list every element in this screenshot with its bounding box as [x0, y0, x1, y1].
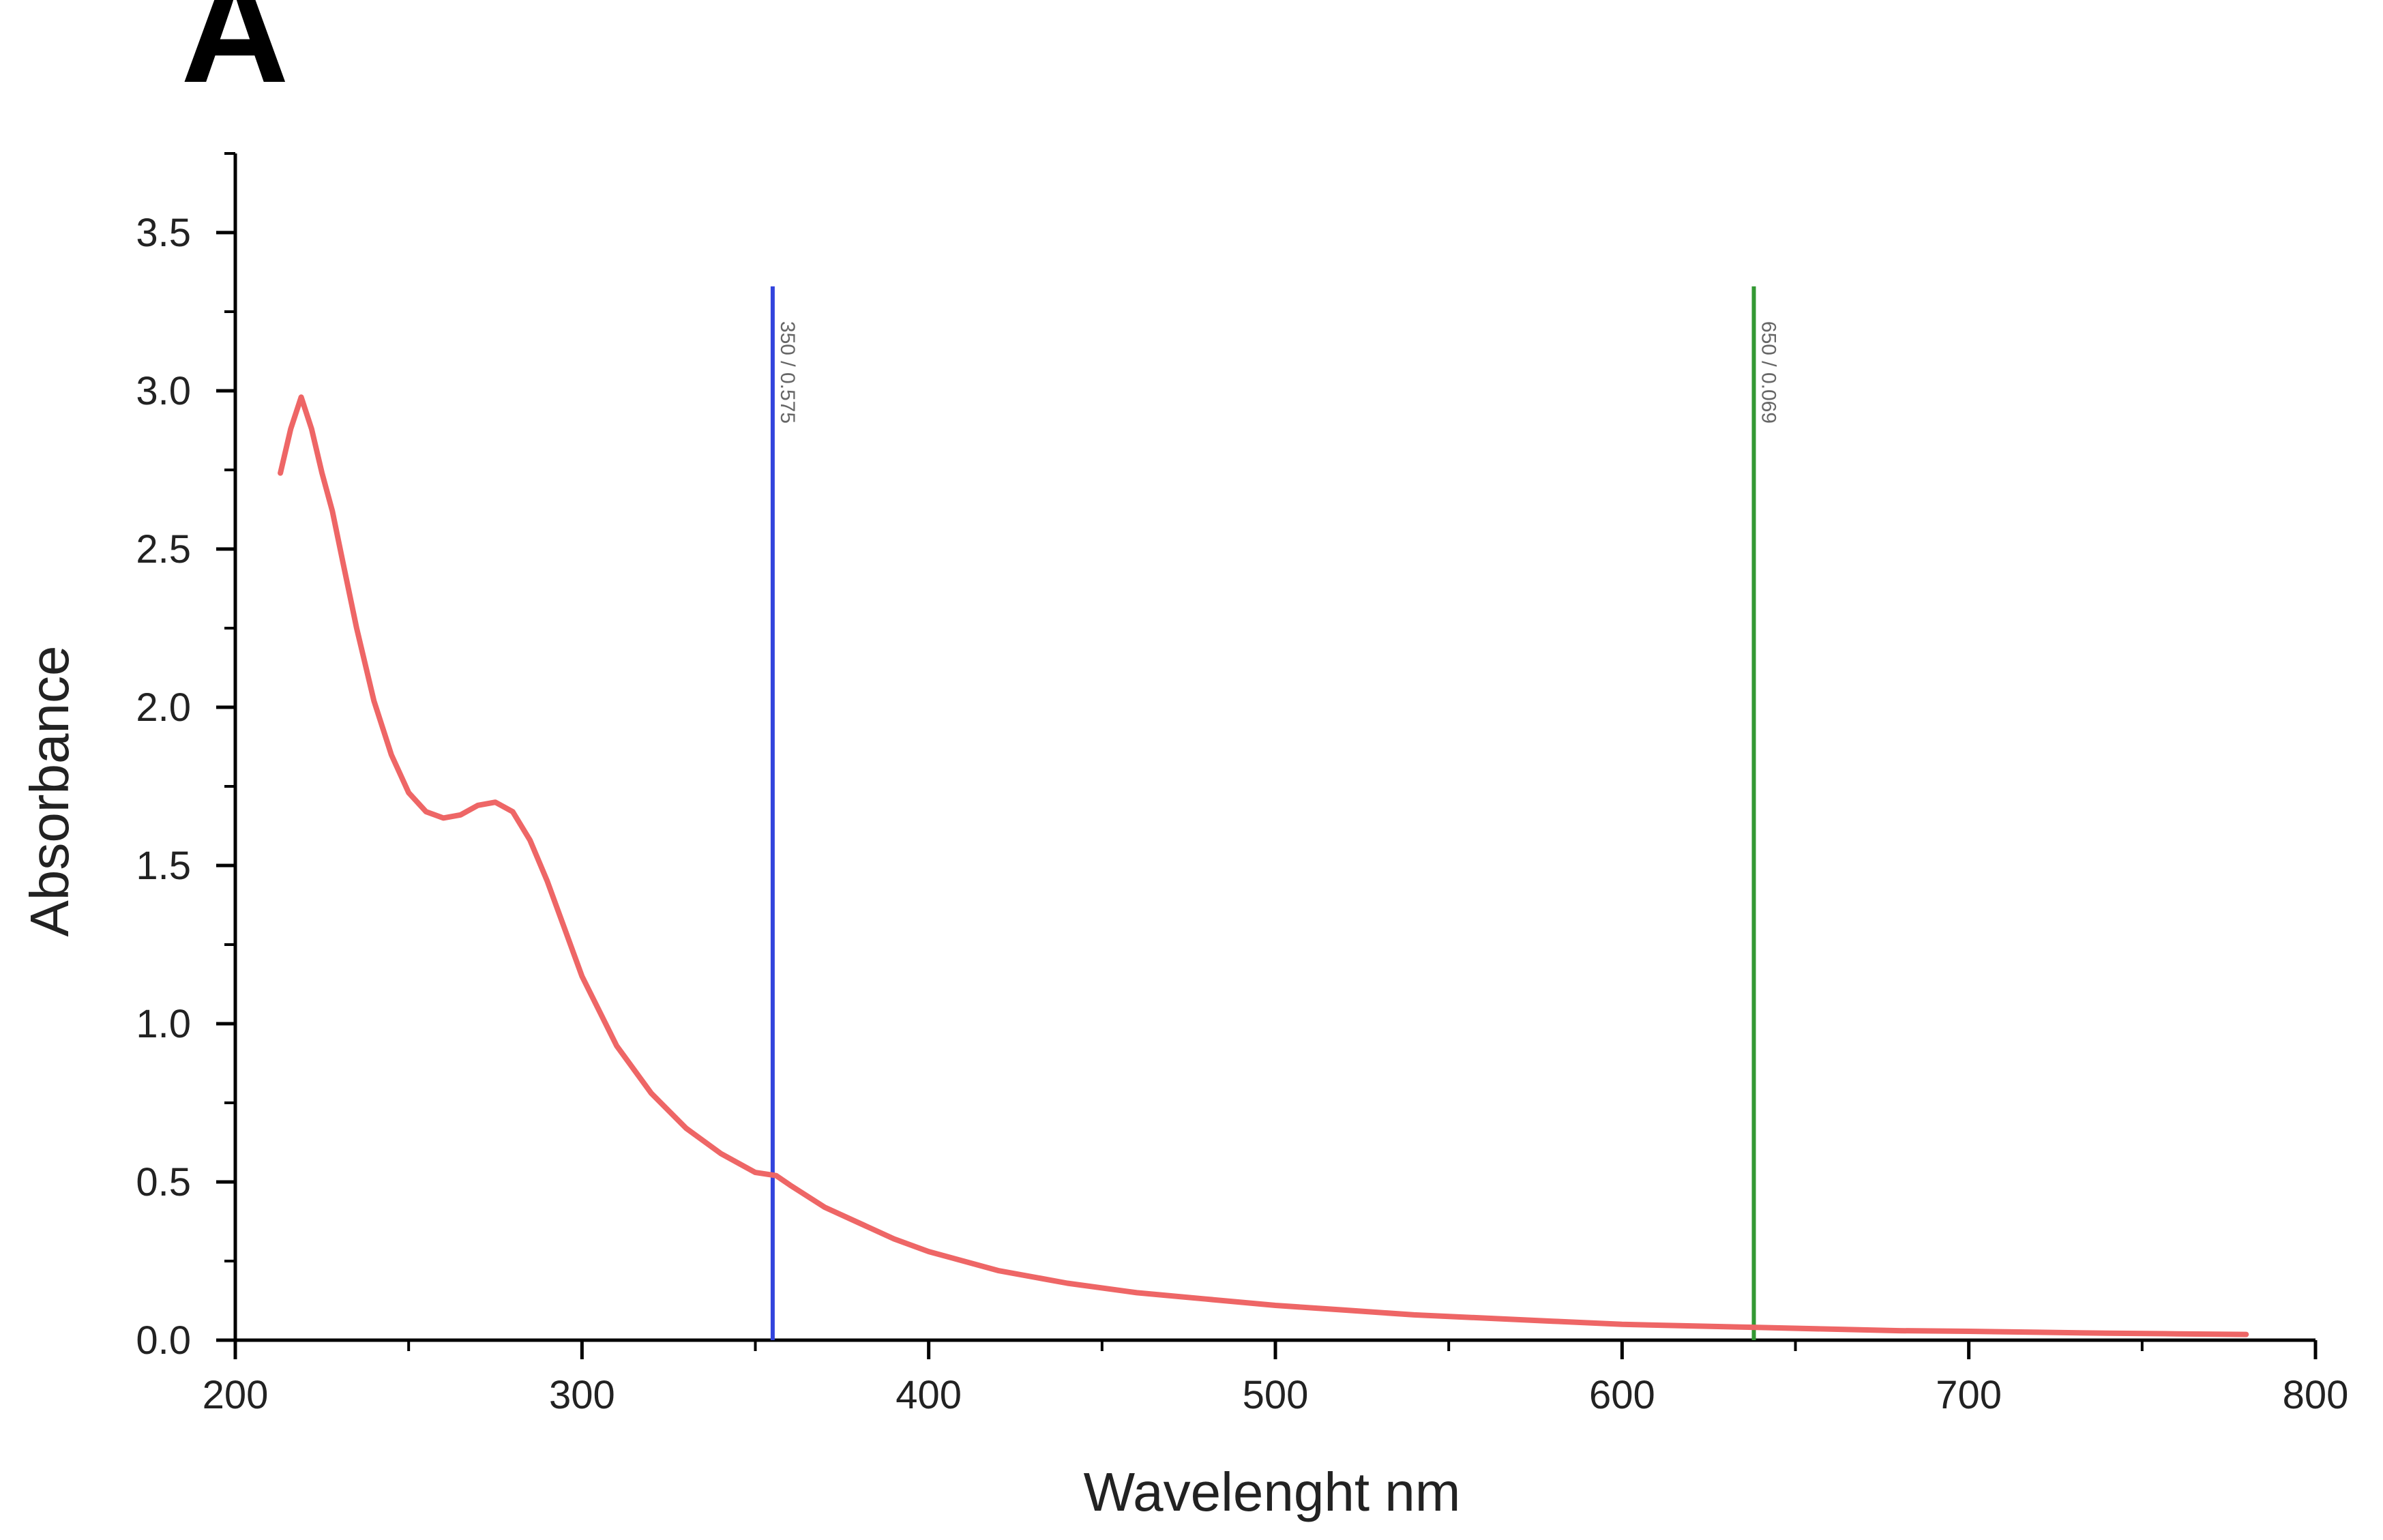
x-tick-label: 500 — [1243, 1373, 1309, 1417]
y-tick-label: 1.5 — [136, 844, 191, 888]
y-tick-label: 2.0 — [136, 685, 191, 730]
y-tick-label: 0.5 — [136, 1160, 191, 1204]
x-tick-label: 700 — [1936, 1373, 2002, 1417]
x-tick-label: 800 — [2283, 1373, 2349, 1417]
marker-label: 350 / 0.575 — [776, 321, 799, 424]
panel-label: A — [181, 0, 289, 114]
x-tick-label: 200 — [203, 1373, 269, 1417]
x-tick-label: 400 — [896, 1373, 962, 1417]
absorbance-series-line — [278, 394, 2249, 1337]
x-tick-label: 300 — [549, 1373, 615, 1417]
y-tick-label: 0.0 — [136, 1318, 191, 1363]
y-axis-title: Absorbance — [19, 646, 80, 937]
y-tick-label: 2.5 — [136, 527, 191, 572]
y-tick-label: 1.0 — [136, 1002, 191, 1046]
y-tick-label: 3.0 — [136, 369, 191, 413]
marker-label: 650 / 0.069 — [1758, 321, 1780, 424]
y-tick-label: 3.5 — [136, 211, 191, 255]
x-tick-label: 600 — [1589, 1373, 1655, 1417]
x-axis-title: Wavelenght nm — [1084, 1462, 1461, 1522]
